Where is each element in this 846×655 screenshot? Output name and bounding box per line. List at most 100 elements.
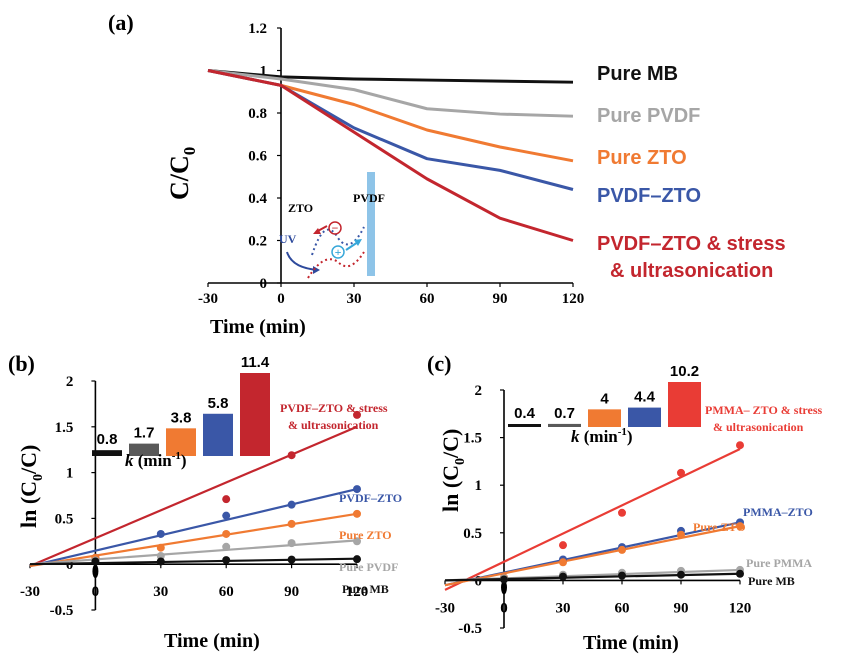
- rate-bar-label: 0.4: [514, 405, 536, 422]
- data-point: [677, 530, 685, 539]
- legend-entry: Pure PMMA: [746, 556, 812, 570]
- origin-marker: [501, 580, 507, 595]
- data-point: [559, 541, 567, 550]
- data-point: [353, 410, 361, 419]
- y-tick-label: 0.4: [248, 191, 267, 207]
- rate-bar-label: 0.7: [554, 405, 575, 422]
- data-point: [222, 556, 231, 565]
- y-tick-label: 1: [475, 478, 483, 494]
- fit-line-1: [29, 488, 358, 568]
- y-tick-label: 1: [66, 466, 74, 482]
- hole-path: [307, 251, 365, 279]
- panel-a: (a) 0 0.2 0.4 0.6 0.8 1 1.2 -30 0 30 60 90 120 Pure …: [108, 10, 786, 338]
- y-tick-label: 0: [260, 276, 268, 292]
- series-line-1: [207, 69, 574, 118]
- electron-sign: −: [332, 221, 339, 235]
- y-tick-label: -0.5: [458, 621, 482, 637]
- y-tick-label: 1: [260, 64, 268, 80]
- x-tick-label: 0: [92, 584, 100, 600]
- rate-bar-2: [588, 409, 621, 427]
- x-tick-label: 60: [219, 584, 234, 600]
- legend-entry: Pure MB: [748, 574, 795, 588]
- data-point: [222, 529, 231, 538]
- panel-a-xlabel: Time (min): [210, 316, 306, 338]
- data-point: [287, 519, 296, 528]
- rate-bar-label: 5.8: [208, 395, 229, 412]
- rate-bar-label: 0.8: [97, 431, 118, 448]
- y-tick-label: 0.5: [463, 526, 482, 542]
- legend-entry: Pure ZTO: [597, 147, 687, 169]
- panel-b-ticks: -0.5 0 0.5 1 1.5 2 -30 0 30 60 90 120: [20, 374, 368, 619]
- data-point: [156, 543, 165, 552]
- data-point: [618, 508, 626, 517]
- panel-b-legend: PVDF–ZTO & stress & ultrasonication PVDF–Z…: [280, 401, 402, 596]
- panel-c-xlabel: Time (min): [583, 632, 679, 654]
- rate-bar-0: [508, 424, 541, 427]
- x-tick-label: 120: [729, 600, 752, 616]
- data-point: [222, 511, 231, 520]
- x-tick-label: -30: [198, 291, 218, 307]
- data-point: [353, 509, 361, 518]
- panel-c-k-label: k (min-1): [571, 426, 633, 446]
- fit-line-0: [29, 425, 358, 568]
- rate-bar-label: 11.4: [241, 354, 270, 371]
- panel-label-c: (c): [427, 351, 451, 376]
- y-tick-label: -0.5: [50, 603, 74, 619]
- data-point: [156, 551, 165, 560]
- panel-label-a: (a): [108, 10, 134, 35]
- fit-line-2: [29, 512, 358, 568]
- hole-sign: +: [335, 245, 342, 259]
- data-point: [559, 558, 567, 567]
- legend-entry-cont: & ultrasonication: [713, 420, 804, 434]
- legend-entry: Pure PVDF: [597, 105, 700, 127]
- fit-line-4: [444, 572, 741, 582]
- legend-entry: Pure ZTO: [693, 520, 746, 534]
- panel-c: (c) -0.5 0 0.5 1 1.5 2 -30 0 30 60 90 120 PMMA– ZTO…: [427, 351, 823, 654]
- data-point: [353, 485, 361, 494]
- panel-b-points: [91, 410, 361, 566]
- legend-entry: PMMA–ZTO: [743, 505, 813, 519]
- data-point: [91, 557, 100, 566]
- rate-bar-label: 4.4: [634, 389, 656, 406]
- inset-pvdf-label: PVDF: [353, 191, 385, 205]
- data-point: [287, 539, 296, 548]
- x-tick-label: 30: [347, 291, 362, 307]
- electron-icon: [328, 221, 342, 235]
- legend-entry: Pure ZTO: [339, 528, 392, 542]
- x-tick-label: 60: [420, 291, 435, 307]
- electron-arrowhead: [313, 228, 321, 234]
- panel-b-fit-lines: [29, 425, 358, 568]
- uv-mechanism-inset: PVDF ZTO UV − +: [279, 172, 385, 279]
- series-line-0: [207, 69, 574, 84]
- legend-entry: PMMA– ZTO & stress: [705, 403, 823, 417]
- x-tick-label: 120: [562, 291, 585, 307]
- data-point: [736, 522, 744, 531]
- data-point: [500, 575, 508, 584]
- y-tick-label: 0.2: [248, 234, 267, 250]
- panel-a-ylabel: C/C0: [165, 147, 199, 200]
- y-tick-label: 1.5: [463, 431, 482, 447]
- data-point: [287, 555, 296, 564]
- legend-entry: Pure PVDF: [339, 560, 398, 574]
- x-tick-label: 90: [493, 291, 508, 307]
- y-tick-label: 2: [66, 374, 74, 390]
- rate-bar-2: [166, 428, 196, 456]
- data-point: [222, 495, 231, 504]
- fit-line-3: [29, 539, 358, 566]
- data-point: [677, 570, 685, 579]
- legend-entry-cont: & ultrasonication: [288, 418, 379, 432]
- rate-bar-0: [92, 450, 122, 456]
- hole-icon: [331, 245, 345, 259]
- panel-c-fit-lines: [444, 448, 741, 591]
- rate-bar-label: 3.8: [171, 409, 192, 426]
- rate-bar-label: 4: [600, 390, 609, 407]
- panel-c-legend: PMMA– ZTO & stress & ultrasonication PMMA–…: [693, 403, 823, 588]
- data-point: [736, 441, 744, 450]
- y-tick-label: 0.5: [55, 511, 74, 527]
- y-tick-label: 1.2: [248, 21, 267, 37]
- panel-c-rate-bars: 0.4 0.7 4 4.4 10.2: [508, 363, 701, 427]
- x-tick-label: -30: [435, 600, 455, 616]
- x-tick-label: 90: [674, 600, 689, 616]
- panel-label-b: (b): [8, 351, 35, 376]
- rate-bar-1: [548, 423, 581, 427]
